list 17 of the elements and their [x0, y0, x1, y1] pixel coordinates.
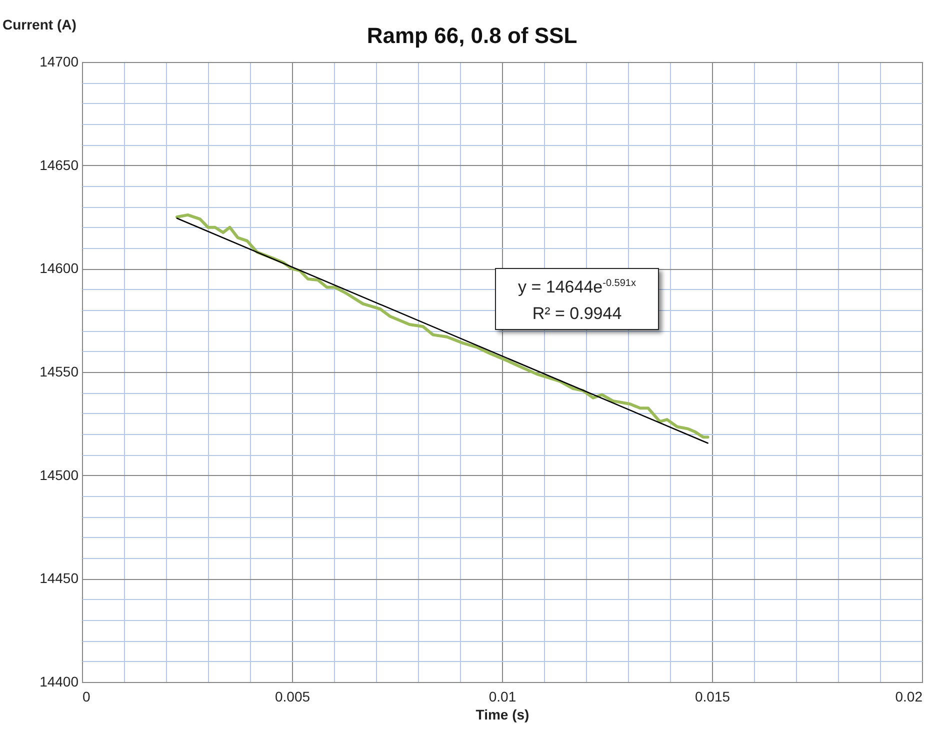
y-tick-label: 14650 — [40, 156, 79, 173]
y-tick-label: 14400 — [40, 674, 79, 690]
x-tick-label: 0.005 — [274, 688, 310, 704]
y-tick-label: 14700 — [40, 54, 79, 70]
y-tick-label: 14600 — [40, 260, 79, 276]
annotation: y = 14644e$^{-0.591x}$ — [517, 276, 637, 299]
x-tick-label: 0.015 — [694, 688, 730, 704]
y-tick-label: 14550 — [40, 364, 79, 380]
chart-title: Ramp 66, 0.8 of SSL — [366, 23, 578, 48]
x-tick-label: 0.02 — [895, 688, 923, 704]
x-axis-title: Time (s) — [476, 706, 530, 722]
y-tick-label: 14450 — [40, 570, 79, 586]
x-tick-label: 0 — [82, 688, 90, 704]
x-tick-label: 0.01 — [488, 688, 516, 704]
annotation: R² = 0.9944 — [531, 302, 623, 325]
y-axis-title: Current (A) — [2, 16, 76, 32]
y-tick-label: 14500 — [40, 466, 79, 483]
